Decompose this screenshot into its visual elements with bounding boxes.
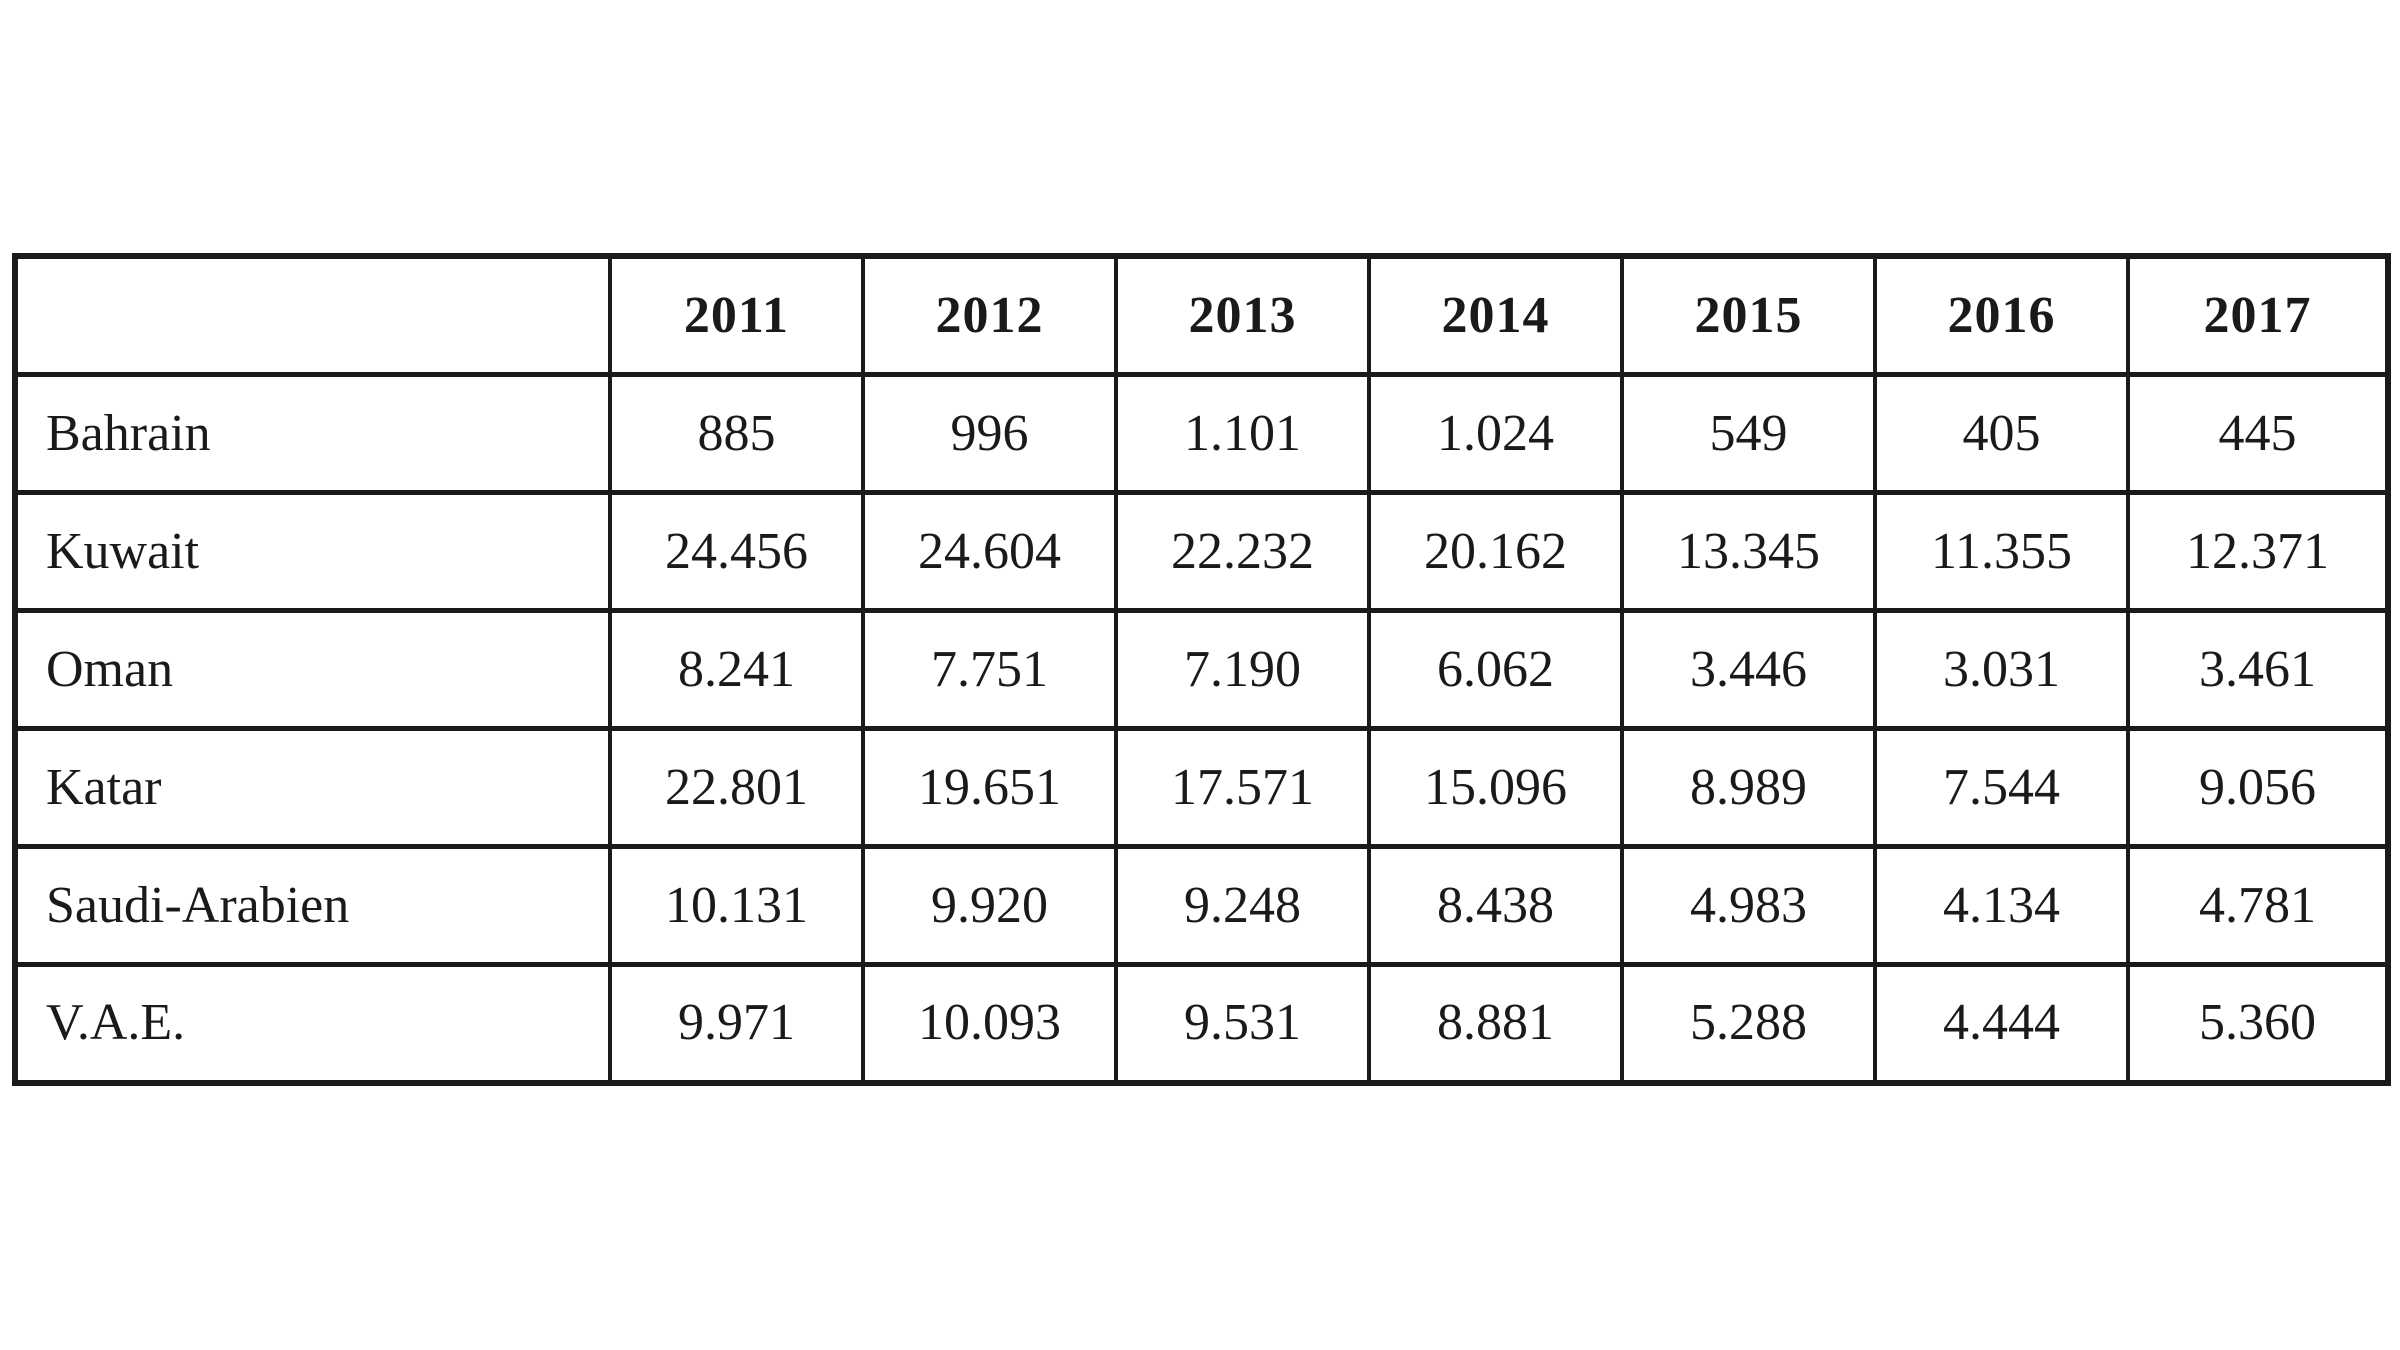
data-cell: 19.651 <box>861 726 1118 849</box>
data-cell: 445 <box>2126 372 2390 495</box>
year-header: 2015 <box>1620 253 1877 377</box>
corner-cell <box>13 253 612 377</box>
year-header: 2014 <box>1367 253 1624 377</box>
data-cell: 9.971 <box>608 962 865 1085</box>
table-row-saudi-arabien: Saudi-Arabien 10.131 9.920 9.248 8.438 4… <box>13 844 2390 967</box>
data-cell: 8.989 <box>1620 726 1877 849</box>
data-cell: 3.446 <box>1620 608 1877 731</box>
data-cell: 7.544 <box>1873 726 2130 849</box>
data-cell: 24.456 <box>608 490 865 613</box>
table-row-katar: Katar 22.801 19.651 17.571 15.096 8.989 … <box>13 726 2390 849</box>
data-cell: 1.024 <box>1367 372 1624 495</box>
data-cell: 11.355 <box>1873 490 2130 613</box>
data-cell: 13.345 <box>1620 490 1877 613</box>
data-cell: 15.096 <box>1367 726 1624 849</box>
table-row-oman: Oman 8.241 7.751 7.190 6.062 3.446 3.031… <box>13 608 2390 731</box>
header-row: 2011 2012 2013 2014 2015 2016 2017 <box>13 253 2390 377</box>
data-cell: 22.801 <box>608 726 865 849</box>
year-header: 2011 <box>608 253 865 377</box>
data-cell: 22.232 <box>1114 490 1371 613</box>
data-cell: 3.031 <box>1873 608 2130 731</box>
data-cell: 4.444 <box>1873 962 2130 1085</box>
country-year-table: 2011 2012 2013 2014 2015 2016 2017 Bahra… <box>12 253 2391 1086</box>
data-cell: 24.604 <box>861 490 1118 613</box>
data-cell: 8.438 <box>1367 844 1624 967</box>
table-row-vae: V.A.E. 9.971 10.093 9.531 8.881 5.288 4.… <box>13 962 2390 1085</box>
data-cell: 20.162 <box>1367 490 1624 613</box>
data-cell: 12.371 <box>2126 490 2390 613</box>
year-header: 2013 <box>1114 253 1371 377</box>
data-cell: 1.101 <box>1114 372 1371 495</box>
data-cell: 5.288 <box>1620 962 1877 1085</box>
data-cell: 9.531 <box>1114 962 1371 1085</box>
data-cell: 7.190 <box>1114 608 1371 731</box>
data-cell: 7.751 <box>861 608 1118 731</box>
data-cell: 4.134 <box>1873 844 2130 967</box>
data-cell: 8.241 <box>608 608 865 731</box>
year-header: 2016 <box>1873 253 2130 377</box>
data-cell: 10.131 <box>608 844 865 967</box>
data-cell: 549 <box>1620 372 1877 495</box>
country-label: Katar <box>13 726 612 849</box>
data-cell: 10.093 <box>861 962 1118 1085</box>
data-cell: 8.881 <box>1367 962 1624 1085</box>
year-header: 2017 <box>2126 253 2390 377</box>
year-header: 2012 <box>861 253 1118 377</box>
data-cell: 4.781 <box>2126 844 2390 967</box>
data-cell: 885 <box>608 372 865 495</box>
data-cell: 405 <box>1873 372 2130 495</box>
data-cell: 6.062 <box>1367 608 1624 731</box>
data-cell: 4.983 <box>1620 844 1877 967</box>
data-cell: 9.920 <box>861 844 1118 967</box>
country-label: V.A.E. <box>13 962 612 1085</box>
data-cell: 3.461 <box>2126 608 2390 731</box>
table-row-kuwait: Kuwait 24.456 24.604 22.232 20.162 13.34… <box>13 490 2390 613</box>
table-row-bahrain: Bahrain 885 996 1.101 1.024 549 405 445 <box>13 372 2390 495</box>
data-cell: 9.056 <box>2126 726 2390 849</box>
country-label: Saudi-Arabien <box>13 844 612 967</box>
data-cell: 5.360 <box>2126 962 2390 1085</box>
data-cell: 996 <box>861 372 1118 495</box>
country-label: Kuwait <box>13 490 612 613</box>
country-label: Bahrain <box>13 372 612 495</box>
data-cell: 9.248 <box>1114 844 1371 967</box>
country-label: Oman <box>13 608 612 731</box>
data-cell: 17.571 <box>1114 726 1371 849</box>
